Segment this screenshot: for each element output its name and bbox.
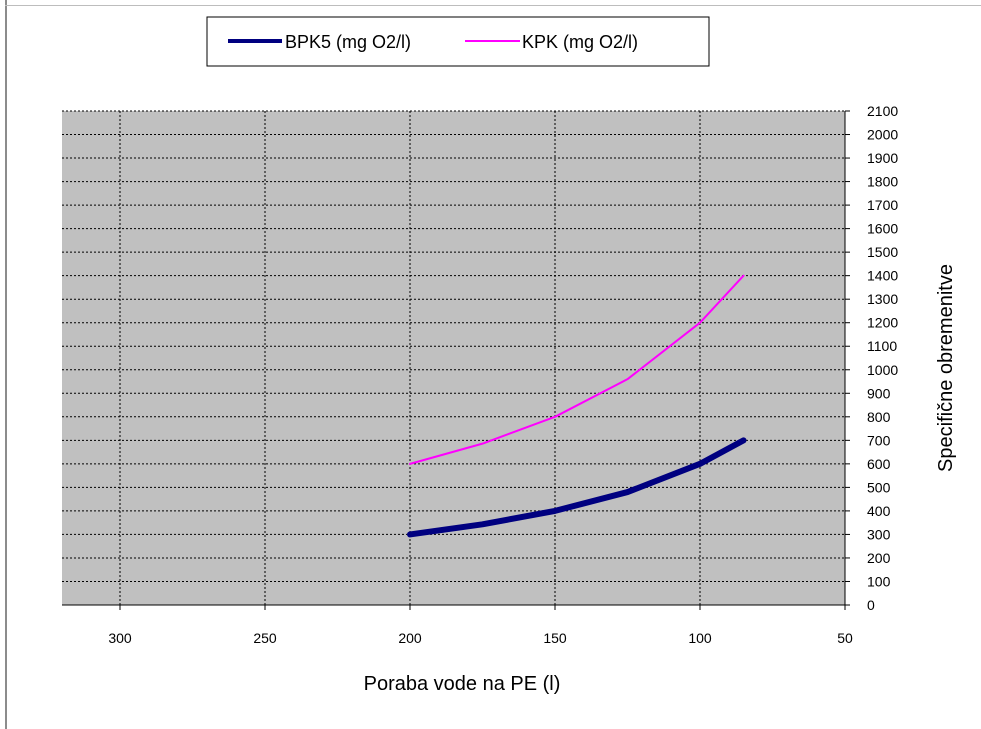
x-tick-label: 300 [108,630,132,646]
y-tick-label: 1700 [867,197,898,213]
y-tick-label: 200 [867,550,891,566]
series-line-kpk [409,274,745,465]
y-tick-label: 300 [867,526,891,542]
y-tick-label: 1200 [867,315,898,331]
x-tick-label: 150 [543,630,567,646]
y-tick-label: 100 [867,573,891,589]
legend-label-bpk5: BPK5 (mg O2/l) [285,32,411,52]
y-axis-title: Specifične obremenitve [935,264,957,472]
plot-area [62,111,845,605]
y-tick-label: 600 [867,456,891,472]
x-axis-title: Poraba vode na PE (l) [364,673,561,695]
y-tick-label: 1600 [867,221,898,237]
y-tick-label: 1800 [867,174,898,190]
x-tick-label: 100 [688,630,712,646]
window-border-left [5,0,7,729]
y-tick-label: 800 [867,409,891,425]
y-tick-label: 1300 [867,291,898,307]
y-tick-label: 1000 [867,362,898,378]
y-tick-label: 1900 [867,150,898,166]
y-tick-label: 0 [867,597,875,613]
y-tick-label: 700 [867,432,891,448]
y-tick-label: 900 [867,385,891,401]
series-line-bpk5 [407,437,747,538]
x-tick-label: 250 [253,630,277,646]
y-tick-label: 500 [867,479,891,495]
x-tick-label: 50 [837,630,853,646]
y-tick-label: 1500 [867,244,898,260]
y-tick-label: 400 [867,503,891,519]
window-border-top [5,5,981,6]
y-tick-label: 1400 [867,268,898,284]
y-tick-label: 1100 [867,338,897,354]
legend [206,16,710,67]
y-tick-label: 2000 [867,127,898,143]
x-tick-label: 200 [398,630,422,646]
legend-label-kpk: KPK (mg O2/l) [522,32,638,52]
y-tick-label: 2100 [867,103,898,119]
